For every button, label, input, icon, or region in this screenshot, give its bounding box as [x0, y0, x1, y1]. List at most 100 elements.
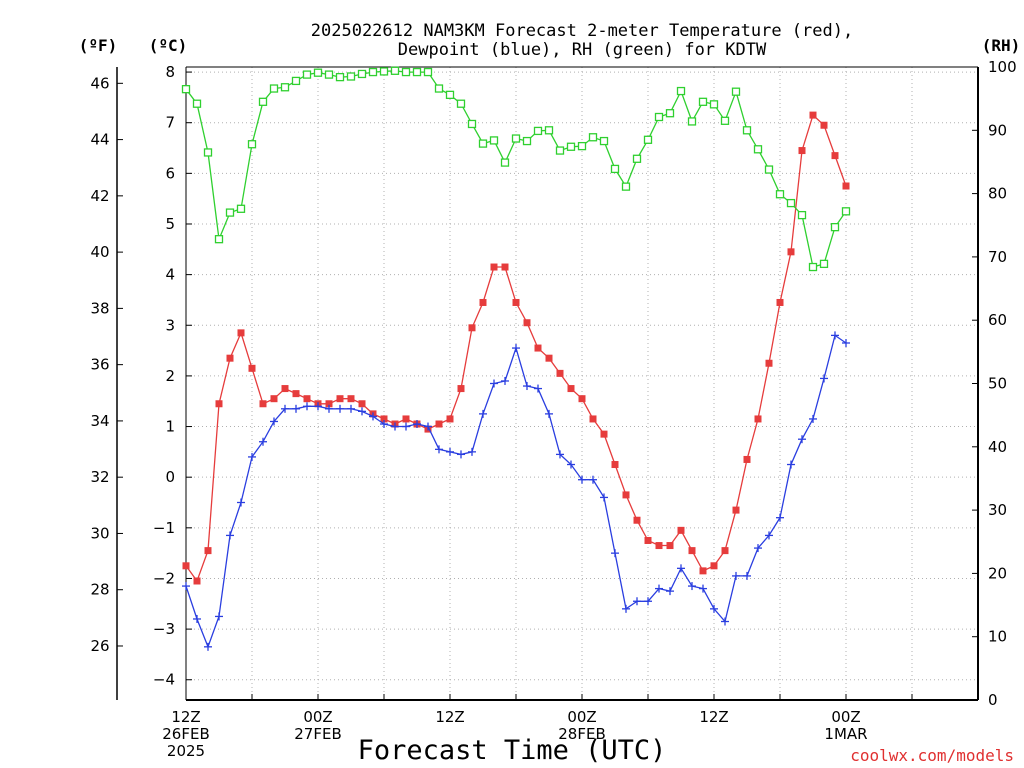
dewpoint-point	[380, 420, 388, 429]
data-series	[181, 66, 851, 651]
rh-point	[247, 140, 257, 149]
rh-point	[566, 142, 576, 151]
dewpoint-point	[369, 412, 377, 421]
temperature-point	[644, 536, 652, 544]
rh-point	[181, 85, 191, 94]
celsius-tick-label: −4	[153, 671, 175, 689]
temperature-point	[303, 395, 311, 403]
celsius-tick-label: 0	[165, 468, 175, 486]
temperature-point	[380, 415, 388, 423]
dewpoint-point	[732, 571, 740, 580]
dewpoint-point	[413, 420, 421, 429]
rh-point	[478, 139, 488, 148]
dewpoint-point	[842, 338, 850, 347]
dewpoint-point	[743, 571, 751, 580]
rh-point	[654, 112, 664, 122]
dewpoint-point	[193, 614, 201, 623]
rh-point	[544, 126, 554, 135]
celsius-tick-label: 5	[165, 215, 175, 233]
dewpoint-point	[787, 460, 795, 469]
dewpoint-point	[479, 409, 487, 418]
dewpoint-point	[534, 384, 542, 393]
dewpoint-point	[424, 422, 432, 431]
dewpoint-point	[237, 498, 245, 507]
temperature-point	[743, 455, 751, 463]
dewpoint-point	[688, 582, 696, 591]
rh-line	[185, 70, 847, 268]
rh-series	[181, 66, 851, 272]
temperature-point	[677, 526, 685, 534]
rh-point	[775, 190, 785, 199]
dewpoint-point	[391, 422, 399, 431]
temperature-point	[259, 400, 267, 408]
rh-point	[599, 136, 609, 146]
temperature-point	[688, 547, 696, 555]
temperature-point	[479, 298, 487, 306]
time-tick-label: 28FEB	[558, 725, 605, 743]
temperature-point	[787, 248, 795, 256]
rh-point	[258, 97, 268, 106]
rh-point	[346, 72, 356, 81]
temperature-point	[193, 577, 201, 585]
temperature-point	[402, 415, 410, 423]
temperature-point	[567, 385, 575, 393]
dewpoint-point	[490, 379, 498, 388]
dewpoint-point	[699, 584, 707, 593]
fahrenheit-tick-label: 40	[90, 243, 109, 261]
temperature-point	[281, 385, 289, 393]
dewpoint-point	[655, 584, 663, 593]
dewpoint-point	[435, 445, 443, 454]
x-axis-title: Forecast Time (UTC)	[358, 735, 667, 766]
rh-point	[687, 117, 697, 126]
temperature-point	[336, 395, 344, 403]
gridlines	[186, 67, 978, 700]
rh-point	[720, 116, 730, 125]
celsius-tick-label: 1	[165, 418, 175, 436]
temperature-point	[270, 395, 278, 403]
time-tick-label: 12Z	[171, 708, 200, 726]
dewpoint-point	[567, 460, 575, 469]
rh-tick-label: 70	[988, 248, 1007, 266]
dewpoint-point	[523, 382, 531, 391]
rh-point	[709, 100, 719, 109]
temperature-point	[666, 542, 674, 550]
temperature-point	[600, 430, 608, 438]
rh-point	[511, 134, 521, 143]
temperature-point	[754, 415, 762, 423]
dewpoint-point	[292, 404, 300, 413]
rh-point	[786, 198, 796, 208]
rh-point	[368, 67, 378, 77]
rh-point	[335, 72, 345, 82]
dewpoint-point	[721, 617, 729, 626]
temperature-point	[182, 562, 190, 570]
fahrenheit-tick-label: 32	[90, 468, 109, 486]
rh-point	[379, 67, 389, 76]
rh-point	[621, 182, 631, 191]
dewpoint-point	[512, 344, 520, 353]
temperature-point	[655, 542, 663, 550]
dewpoint-point	[765, 531, 773, 540]
time-tick-label: 00Z	[567, 708, 596, 726]
fahrenheit-tick-label: 30	[90, 524, 109, 542]
dewpoint-point	[710, 604, 718, 613]
celsius-tick-label: −2	[153, 569, 175, 587]
rh-point	[522, 136, 532, 146]
celsius-tick-label: −1	[153, 519, 175, 537]
dewpoint-point	[831, 331, 839, 340]
fahrenheit-tick-label: 38	[90, 299, 109, 317]
rh-tick-label: 40	[988, 438, 1007, 456]
rh-point	[577, 141, 587, 151]
celsius-tick-label: 6	[165, 164, 175, 182]
time-tick-label: 12Z	[435, 708, 464, 726]
rh-point	[434, 84, 444, 93]
rh-tick-label: 30	[988, 501, 1007, 519]
rh-point	[357, 69, 367, 79]
rh-point	[698, 97, 708, 106]
dewpoint-point	[776, 513, 784, 522]
dewpoint-point	[248, 452, 256, 461]
dewpoint-point	[347, 404, 355, 413]
temperature-point	[842, 182, 850, 190]
dewpoint-point	[457, 450, 465, 459]
dewpoint-point	[556, 450, 564, 459]
